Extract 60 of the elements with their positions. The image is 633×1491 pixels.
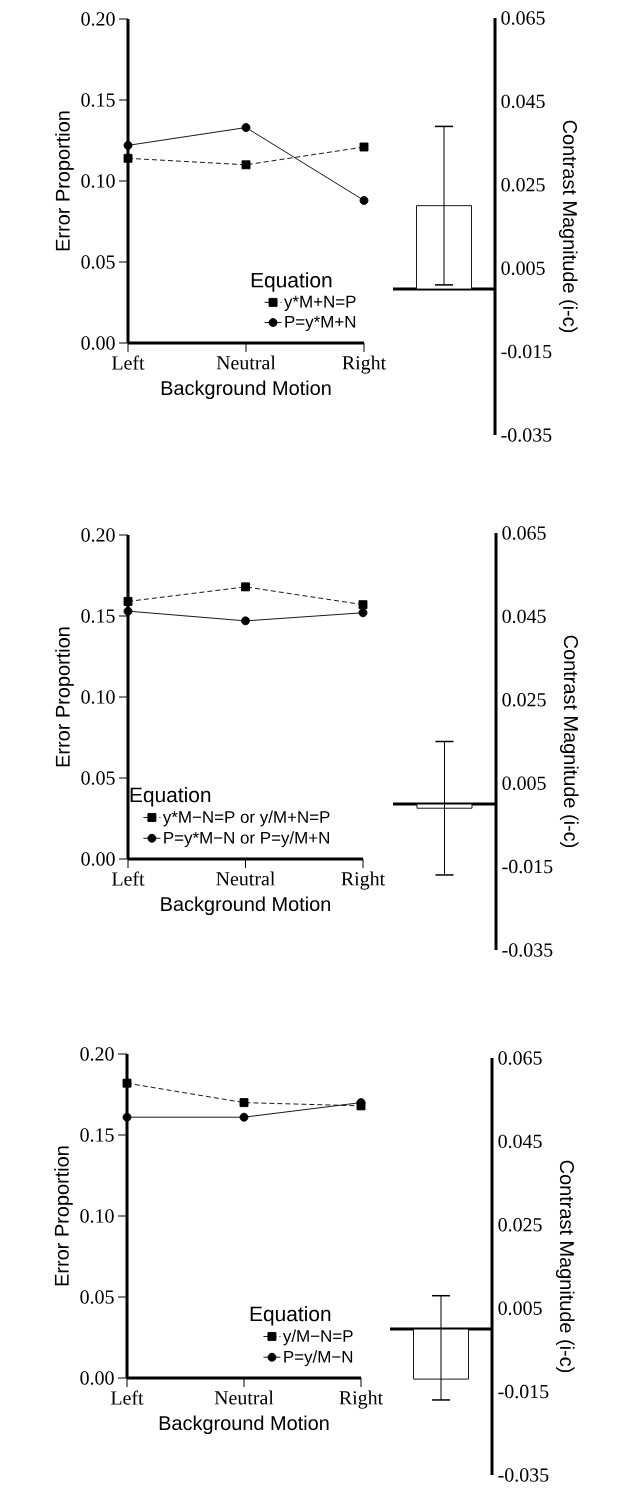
- x-tick-label: Left: [111, 355, 145, 370]
- x-tick-label: Neutral: [216, 355, 276, 370]
- y-tick-label: 0.10: [80, 1209, 114, 1223]
- legend-label: y/M−N=P: [282, 1329, 353, 1346]
- y-tick-label: -0.035: [498, 1468, 549, 1482]
- y-tick-label: 0.15: [81, 93, 115, 107]
- y-tick-label: 0.025: [498, 1218, 542, 1232]
- y-tick-label: 0.05: [80, 1290, 114, 1304]
- y-tick-label: 0.00: [80, 1371, 114, 1385]
- y-tick-label: -0.015: [498, 1384, 549, 1399]
- y-tick-label: -0.035: [501, 428, 552, 442]
- x-tick-label: Right: [339, 1390, 384, 1409]
- y-tick-label: 0.05: [81, 255, 115, 269]
- y-tick-label: 0.045: [501, 94, 545, 109]
- legend-title: Equation: [251, 272, 332, 292]
- y-tick-label: 0.025: [502, 693, 546, 707]
- x-tick-label: Left: [110, 1390, 144, 1405]
- x-tick-label: Left: [111, 871, 145, 886]
- legend-label: y*M−N=P or y/M+N=P: [162, 810, 330, 827]
- x-tick-label: Neutral: [216, 871, 275, 886]
- x-axis-title: Background Motion: [159, 1415, 329, 1435]
- legend-title: Equation: [130, 786, 211, 807]
- y-tick-label: 0.045: [502, 609, 546, 624]
- x-tick-label: Right: [341, 871, 386, 890]
- legend-label: P=y/M−N: [284, 1350, 353, 1367]
- y-tick-label: 0.10: [81, 690, 115, 704]
- y-tick-label: 0.20: [81, 12, 115, 26]
- y-axis-title: Error Proportion: [55, 111, 74, 251]
- legend-label: P=y*M+N: [285, 315, 356, 332]
- x-axis-title: Background Motion: [161, 380, 331, 400]
- y-tick-label: 0.065: [498, 1051, 542, 1065]
- y-tick-label: 0.005: [498, 1301, 542, 1315]
- legend-title: Equation: [250, 1305, 331, 1326]
- y-axis-title: Contrast Magnitude (i-c): [555, 1160, 575, 1373]
- y-tick-label: 0.00: [81, 336, 115, 350]
- y-tick-label: 0.10: [81, 174, 115, 188]
- y-axis-title: Contrast Magnitude (i-c): [559, 635, 579, 848]
- y-tick-label: 0.20: [81, 528, 115, 542]
- y-tick-label: 0.00: [81, 852, 115, 866]
- y-axis-title: Contrast Magnitude (i-c): [558, 120, 578, 333]
- y-tick-label: 0.15: [81, 609, 115, 623]
- y-tick-label: 0.005: [501, 261, 545, 275]
- y-tick-label: 0.05: [81, 771, 115, 785]
- y-tick-label: -0.035: [502, 943, 553, 957]
- y-axis-title: Error Proportion: [55, 627, 74, 767]
- y-tick-label: 0.045: [498, 1134, 542, 1149]
- y-tick-label: -0.015: [501, 344, 552, 359]
- y-tick-label: 0.005: [502, 776, 546, 790]
- y-axis-title: Error Proportion: [54, 1146, 73, 1286]
- y-tick-label: 0.15: [80, 1128, 114, 1142]
- legend-label: y*M+N=P: [284, 295, 356, 311]
- y-tick-label: 0.20: [80, 1047, 114, 1061]
- y-tick-label: 0.065: [502, 526, 546, 540]
- x-tick-label: Right: [342, 355, 387, 374]
- y-tick-label: 0.065: [501, 11, 545, 25]
- legend-label: P=y*M−N or P=y/M+N: [164, 831, 329, 848]
- x-axis-title: Background Motion: [161, 896, 330, 916]
- y-tick-label: 0.025: [501, 178, 545, 192]
- y-tick-label: -0.015: [502, 859, 553, 874]
- x-tick-label: Neutral: [214, 1390, 274, 1405]
